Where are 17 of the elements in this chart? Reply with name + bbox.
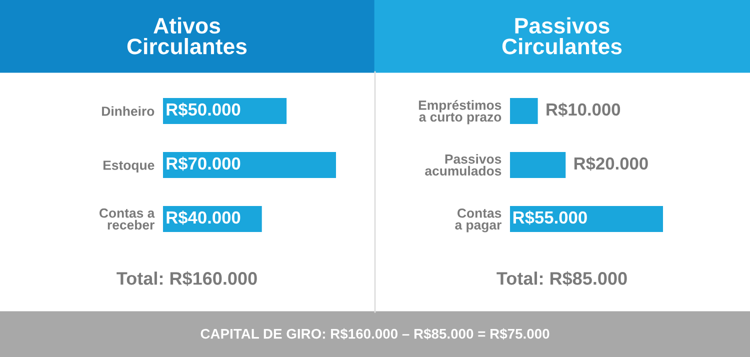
text: CAPITAL DE GIRO: R$160.000 – R$85.000 = R$75.000 <box>200 328 550 340</box>
data-label: R$20.000 <box>574 156 648 171</box>
data-label: R$40.000 <box>166 210 240 225</box>
chart-title: Ativos Circulantes <box>127 17 247 54</box>
chart-title: Passivos Circulantes <box>502 17 622 54</box>
data-label: R$55.000 <box>513 210 587 225</box>
data-label: R$10.000 <box>546 102 620 117</box>
y-tick-label: Contas a pagar <box>455 208 502 232</box>
text: Total: R$160.000 <box>116 271 257 286</box>
text: Total: R$85.000 <box>496 271 627 286</box>
y-tick-label: Estoque <box>104 160 154 173</box>
y-tick-label: Contas a receber <box>99 208 155 230</box>
y-tick-label: Dinheiro <box>102 106 154 116</box>
data-label: R$70.000 <box>166 156 240 171</box>
data-label: R$50.000 <box>166 102 240 117</box>
y-tick-label: Empréstimos a curto prazo <box>418 100 502 124</box>
y-tick-label: Passivos acumulados <box>425 154 502 176</box>
